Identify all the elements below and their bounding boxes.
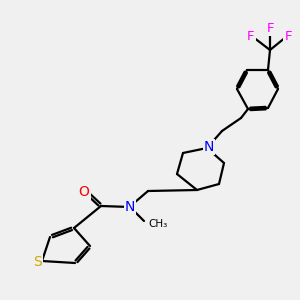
Text: CH₃: CH₃	[148, 219, 167, 229]
Text: O: O	[79, 185, 89, 199]
Text: N: N	[125, 200, 135, 214]
Text: N: N	[204, 140, 214, 154]
Text: S: S	[34, 255, 42, 269]
Text: F: F	[266, 22, 274, 34]
Text: F: F	[247, 31, 255, 44]
Text: F: F	[284, 31, 292, 44]
